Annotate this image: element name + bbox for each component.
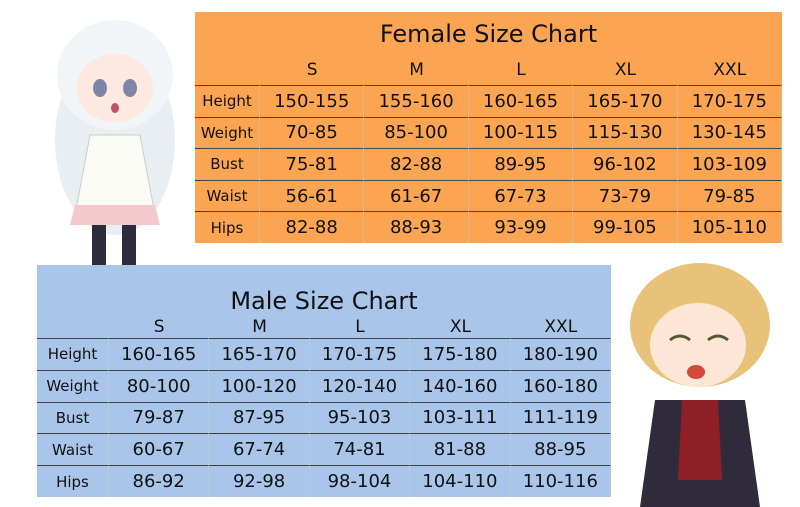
measure-label: Weight — [195, 116, 260, 149]
size-range: 79-85 — [677, 179, 782, 212]
size-header: M — [252, 316, 267, 337]
size-header: XL — [449, 316, 471, 337]
size-range: 88-95 — [510, 433, 611, 466]
size-range: 67-73 — [468, 179, 574, 212]
size-range: 88-93 — [364, 211, 469, 243]
size-range: 103-109 — [677, 148, 782, 180]
size-range: 98-104 — [309, 465, 411, 497]
size-header: XXL — [544, 316, 578, 337]
size-range: 165-170 — [573, 85, 678, 117]
measure-label: Hips — [195, 211, 260, 243]
size-range: 89-95 — [468, 148, 574, 180]
size-range: 104-110 — [410, 465, 511, 497]
size-range: 82-88 — [260, 211, 365, 243]
size-range: 111-119 — [510, 401, 611, 434]
chart-title: Male Size Chart — [230, 287, 418, 315]
size-range: 105-110 — [677, 211, 782, 243]
size-range: 110-116 — [510, 465, 611, 497]
size-header: S — [153, 316, 165, 337]
measure-label: Bust — [195, 148, 260, 180]
measure-label: Height — [195, 85, 260, 117]
size-range: 99-105 — [573, 211, 678, 243]
size-range: 56-61 — [260, 179, 365, 212]
size-range: 180-190 — [510, 338, 611, 370]
size-header: L — [516, 60, 526, 80]
size-range: 115-130 — [573, 116, 678, 149]
size-range: 155-160 — [364, 85, 469, 117]
size-range: 93-99 — [468, 211, 574, 243]
size-range: 160-165 — [468, 85, 574, 117]
size-range: 165-170 — [209, 338, 310, 370]
size-range: 175-180 — [410, 338, 511, 370]
boy-illustration — [630, 263, 770, 507]
size-range: 160-165 — [109, 338, 210, 370]
size-range: 100-115 — [468, 116, 574, 149]
size-header: S — [306, 60, 318, 80]
size-range: 170-175 — [309, 338, 411, 370]
measure-label: Bust — [37, 401, 109, 434]
size-range: 75-81 — [260, 148, 365, 180]
measure-label: Waist — [195, 179, 260, 212]
size-range: 150-155 — [260, 85, 365, 117]
size-range: 73-79 — [573, 179, 678, 212]
size-range: 86-92 — [109, 465, 210, 497]
size-header: XXL — [713, 60, 747, 80]
size-range: 160-180 — [510, 369, 611, 402]
measure-label: Hips — [37, 465, 109, 497]
size-range: 92-98 — [209, 465, 310, 497]
size-range: 79-87 — [109, 401, 210, 434]
male-size-chart: Male Size Chart S M L XL XXL Height 160-165 165-… — [37, 265, 611, 497]
size-range: 120-140 — [309, 369, 411, 402]
size-range: 70-85 — [260, 116, 365, 149]
size-range: 100-120 — [209, 369, 310, 402]
chart-title: Female Size Chart — [379, 19, 598, 48]
size-range: 140-160 — [410, 369, 511, 402]
size-range: 130-145 — [677, 116, 782, 149]
measure-label: Waist — [37, 433, 109, 466]
size-header: XL — [614, 60, 636, 80]
size-range: 81-88 — [410, 433, 511, 466]
girl-illustration — [55, 20, 175, 290]
size-range: 85-100 — [364, 116, 469, 149]
size-range: 74-81 — [309, 433, 411, 466]
size-range: 67-74 — [209, 433, 310, 466]
size-range: 87-95 — [209, 401, 310, 434]
size-range: 96-102 — [573, 148, 678, 180]
size-range: 82-88 — [364, 148, 469, 180]
female-size-chart: Female Size Chart S M L XL XXL Height 150-155 15… — [195, 12, 782, 243]
size-header: L — [355, 316, 365, 337]
measure-label: Height — [37, 338, 109, 370]
corner-cell — [195, 55, 260, 85]
size-range: 80-100 — [109, 369, 210, 402]
size-range: 61-67 — [364, 179, 469, 212]
size-range: 95-103 — [309, 401, 411, 434]
size-range: 103-111 — [410, 401, 511, 434]
size-range: 170-175 — [677, 85, 782, 117]
size-range: 60-67 — [109, 433, 210, 466]
measure-label: Weight — [37, 369, 109, 402]
corner-cell — [37, 315, 109, 338]
size-header: M — [409, 60, 424, 80]
